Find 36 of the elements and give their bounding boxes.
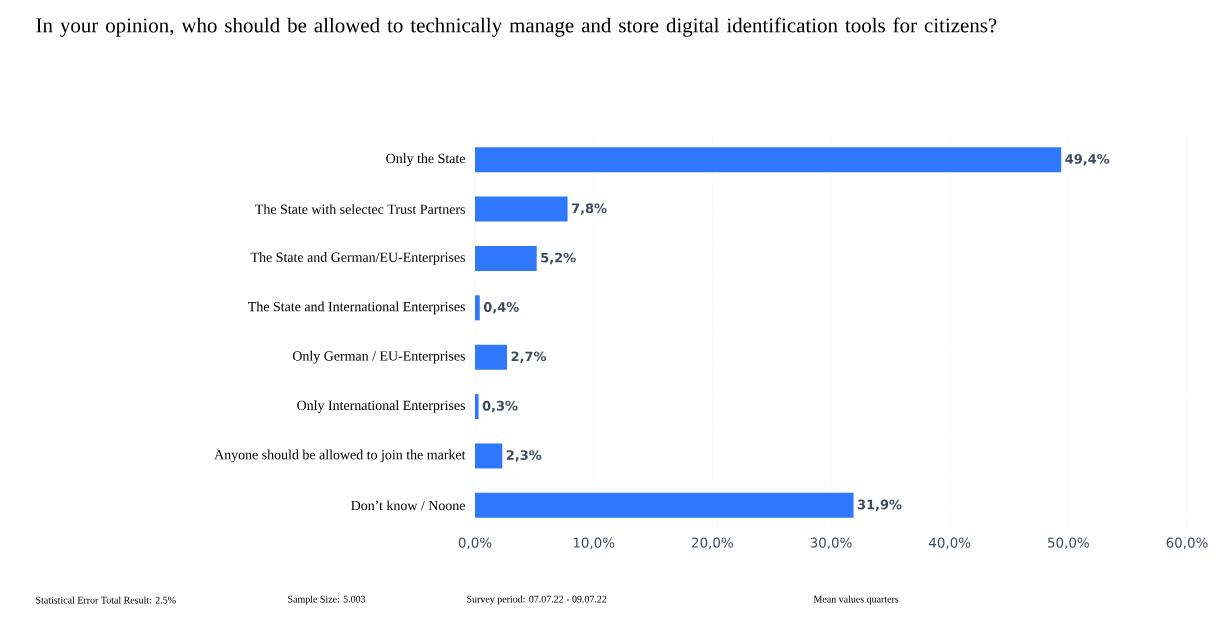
y-tick-label: The State with selectec Trust Partners	[255, 204, 465, 214]
x-tick-label: 0,0%	[458, 537, 492, 550]
y-tick-label: Anyone should be allowed to join the market	[214, 449, 466, 463]
bar	[475, 344, 508, 370]
x-tick-label: 60,0%	[1166, 537, 1208, 550]
x-tick-label: 20,0%	[691, 537, 733, 550]
bar	[475, 295, 480, 321]
x-tick-label: 10,0%	[573, 537, 615, 550]
y-tick-label: The State and German/EU-Enterprises	[250, 252, 465, 265]
text: Survey period: 07.07.22 - 09.07.22	[467, 595, 607, 605]
x-tick-label: 50,0%	[1048, 537, 1089, 550]
y-tick-label: Don’t know / Noone	[351, 500, 465, 511]
bar	[475, 443, 503, 469]
bar	[475, 492, 854, 518]
bar	[475, 196, 568, 222]
x-tick-label: 30,0%	[810, 537, 852, 550]
data-label: 0,4%	[483, 302, 519, 314]
data-label: 2,3%	[506, 450, 542, 462]
text: Statistical Error Total Result: 2.5%	[36, 596, 176, 604]
chart-title: In your opinion, who should be allowed to technically manage and store digital identification tools for citizens?	[36, 17, 997, 37]
data-label: 31,9%	[857, 499, 902, 512]
y-tick-label: Only the State	[386, 153, 465, 167]
x-tick-label: 40,0%	[928, 537, 971, 550]
bar	[475, 147, 1062, 173]
data-label: 5,2%	[541, 252, 576, 265]
data-label: 7,8%	[571, 203, 607, 215]
bar	[475, 245, 537, 271]
y-tick-label: The State and International Enterprises	[248, 301, 465, 315]
y-tick-label: Only German / EU-Enterprises	[292, 350, 465, 364]
bar	[475, 394, 479, 420]
data-label: 0,3%	[482, 400, 518, 413]
data-label: 2,7%	[511, 351, 547, 363]
text: Mean values quarters	[813, 595, 899, 605]
data-label: 49,4%	[1065, 153, 1110, 166]
y-tick-label: Only International Enterprises	[297, 400, 465, 413]
text: Sample Size: 5.003	[288, 595, 366, 605]
